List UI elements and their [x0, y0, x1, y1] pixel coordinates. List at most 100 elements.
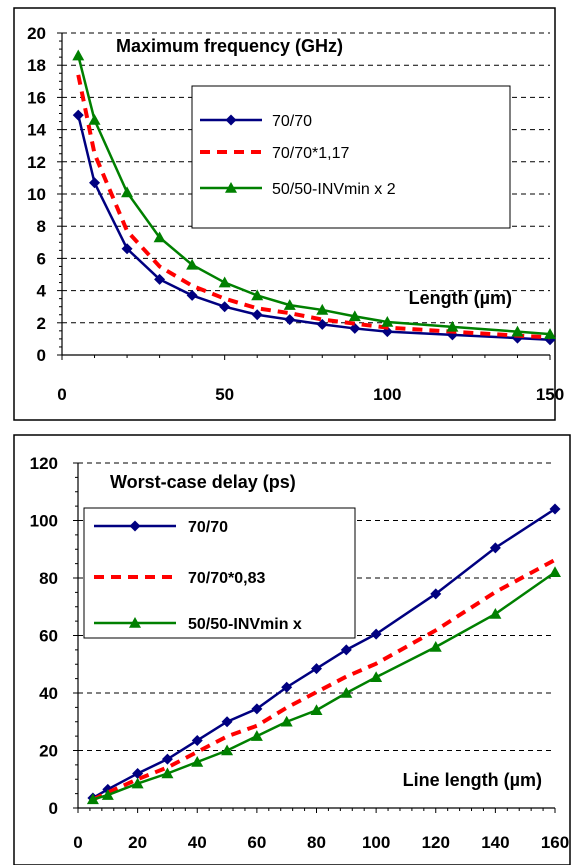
data-point [191, 734, 203, 746]
y-tick-label: 4 [37, 282, 47, 301]
data-point [549, 503, 561, 515]
data-point [511, 325, 524, 337]
series-line-70-70-0-83 [92, 558, 556, 802]
y-tick-label: 120 [30, 454, 58, 473]
data-point [281, 681, 293, 693]
y-tick-label: 40 [39, 684, 58, 703]
legend-label: 50/50-INVmin x 2 [272, 181, 396, 198]
data-point [316, 303, 329, 315]
worst-case-delay-chart: 0 20 40 60 80 100 120 0 20 40 60 80 100 120 140 160 70/7… [13, 434, 571, 865]
data-point [284, 314, 296, 326]
data-point [310, 704, 323, 716]
data-point [186, 289, 198, 301]
data-point [429, 641, 442, 652]
data-point [489, 542, 501, 554]
data-point [446, 320, 459, 332]
data-point [370, 671, 383, 682]
legend-label: 70/70 [272, 113, 312, 130]
y-tick-label: 20 [39, 742, 58, 761]
x-tick-label: 0 [57, 385, 66, 404]
data-point [251, 703, 263, 715]
data-point [154, 273, 166, 285]
data-point [89, 177, 101, 189]
data-point [316, 318, 328, 330]
data-point [221, 716, 233, 728]
data-point [86, 793, 99, 805]
series-line-50-50-invmin-x-2 [77, 55, 551, 336]
data-point [121, 186, 134, 198]
data-point [72, 109, 84, 121]
y-tick-label: 80 [39, 569, 58, 588]
data-point [489, 607, 502, 619]
data-point [370, 628, 382, 640]
data-point [348, 310, 361, 322]
data-point [430, 588, 442, 600]
x-tick-label: 0 [73, 833, 82, 852]
y-tick-label: 100 [30, 512, 58, 531]
data-point [219, 301, 231, 313]
data-point [349, 322, 361, 334]
data-point [131, 777, 144, 789]
legend-marker [225, 182, 237, 193]
data-point [186, 258, 199, 270]
y-tick-label: 60 [39, 627, 58, 646]
legend-label: 70/70*0,83 [188, 570, 266, 587]
data-point [549, 566, 561, 578]
legend-marker [225, 114, 237, 126]
data-point [161, 753, 173, 765]
data-point [191, 756, 204, 767]
y-tick-label: 12 [27, 153, 46, 172]
y-tick-label: 6 [37, 249, 46, 268]
series-line-50-50-invmin-x [92, 571, 556, 801]
max-frequency-chart: 0 2 4 6 8 10 12 14 16 18 20 0 50 100 150 70/70 70/70*1,1… [13, 7, 564, 421]
y-tick-label: 14 [27, 121, 46, 140]
chart-title: Maximum frequency (GHz) [116, 36, 343, 56]
legend-label: 70/70 [188, 519, 228, 536]
x-tick-label: 120 [422, 833, 450, 852]
y-tick-label: 2 [37, 314, 46, 333]
data-point [161, 767, 174, 779]
legend-marker [129, 617, 141, 628]
data-point [283, 299, 296, 310]
y-tick-label: 0 [49, 799, 58, 818]
data-point [88, 113, 101, 125]
data-point [311, 663, 322, 675]
x-axis-label: Length (µm) [409, 288, 512, 308]
data-point [221, 744, 234, 756]
x-tick-label: 80 [307, 833, 326, 852]
x-tick-label: 140 [481, 833, 509, 852]
x-tick-label: 20 [128, 833, 147, 852]
data-point [153, 231, 166, 243]
x-tick-label: 150 [536, 385, 564, 404]
x-tick-label: 60 [247, 833, 266, 852]
series-line-70-70 [77, 114, 551, 341]
series-line-70-70-1-17 [76, 74, 551, 340]
legend-box [83, 507, 356, 639]
x-axis-label: Line length (µm) [403, 770, 542, 790]
legend-label: 50/50-INVmin x [188, 616, 302, 633]
y-tick-label: 8 [37, 217, 46, 236]
x-tick-label: 160 [541, 833, 569, 852]
data-point [72, 49, 85, 61]
data-point [381, 315, 394, 327]
y-tick-label: 18 [27, 56, 46, 75]
chart-frame [13, 7, 556, 421]
x-tick-label: 50 [215, 385, 234, 404]
legend-marker [129, 520, 141, 532]
series-line-70-70 [92, 507, 556, 800]
y-tick-label: 0 [37, 346, 46, 365]
y-tick-label: 16 [27, 88, 46, 107]
data-point [251, 289, 264, 301]
data-point [340, 644, 352, 656]
data-point [101, 789, 114, 800]
x-tick-label: 100 [373, 385, 401, 404]
data-point [340, 687, 353, 698]
data-point [121, 243, 133, 255]
legend-box [191, 85, 511, 229]
x-tick-label: 40 [188, 833, 207, 852]
data-point [250, 730, 263, 741]
chart-title: Worst-case delay (ps) [110, 472, 296, 492]
x-tick-label: 100 [362, 833, 390, 852]
legend-label: 70/70*1,17 [272, 145, 350, 162]
